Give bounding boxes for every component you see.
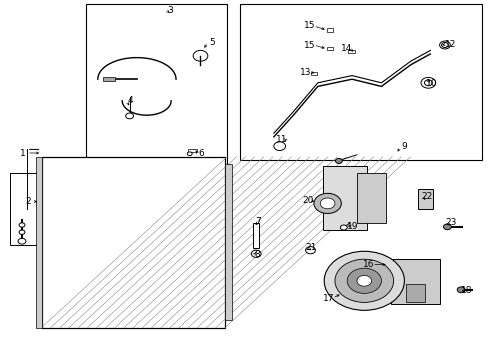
Circle shape bbox=[305, 247, 315, 254]
Bar bbox=[405, 284, 425, 302]
Bar bbox=[41, 157, 224, 328]
Circle shape bbox=[340, 225, 346, 230]
Text: 10: 10 bbox=[425, 79, 436, 88]
Circle shape bbox=[439, 41, 449, 49]
Bar bbox=[239, 4, 481, 160]
Bar bbox=[326, 28, 333, 32]
Bar bbox=[417, 189, 432, 209]
Text: 21: 21 bbox=[305, 243, 317, 252]
Circle shape bbox=[18, 238, 26, 244]
Bar bbox=[36, 157, 41, 328]
Bar bbox=[322, 166, 366, 230]
Circle shape bbox=[335, 158, 342, 163]
Circle shape bbox=[19, 223, 25, 227]
Text: 14: 14 bbox=[340, 44, 351, 53]
Circle shape bbox=[125, 113, 133, 119]
Text: 11: 11 bbox=[275, 135, 287, 144]
Text: 9: 9 bbox=[401, 143, 407, 152]
Bar bbox=[102, 77, 115, 81]
Text: 23: 23 bbox=[444, 217, 456, 227]
Text: 4: 4 bbox=[127, 96, 133, 105]
Bar bbox=[85, 4, 227, 173]
Circle shape bbox=[346, 268, 381, 293]
Bar bbox=[356, 173, 386, 223]
Circle shape bbox=[443, 224, 450, 230]
Text: 6: 6 bbox=[198, 149, 204, 158]
Text: 18: 18 bbox=[460, 287, 472, 295]
Bar bbox=[188, 149, 197, 152]
Text: 17: 17 bbox=[322, 294, 334, 302]
Text: 1: 1 bbox=[20, 149, 26, 158]
Text: 5: 5 bbox=[208, 38, 214, 47]
Bar bbox=[224, 164, 232, 320]
Circle shape bbox=[441, 42, 447, 48]
Bar bbox=[253, 223, 259, 248]
Text: 2: 2 bbox=[25, 197, 31, 206]
Circle shape bbox=[187, 152, 192, 156]
Circle shape bbox=[273, 142, 285, 150]
Circle shape bbox=[456, 287, 464, 293]
Circle shape bbox=[324, 251, 404, 310]
Circle shape bbox=[420, 77, 435, 88]
Text: 22: 22 bbox=[420, 192, 432, 202]
Text: 13: 13 bbox=[299, 68, 311, 77]
Text: 7: 7 bbox=[254, 217, 260, 226]
Bar bbox=[390, 259, 439, 304]
Bar bbox=[326, 47, 333, 50]
Bar bbox=[347, 50, 354, 53]
Circle shape bbox=[193, 50, 207, 61]
Circle shape bbox=[320, 198, 334, 209]
Text: 20: 20 bbox=[302, 197, 313, 205]
Bar bbox=[10, 173, 46, 245]
Text: 15: 15 bbox=[303, 22, 315, 31]
Text: 16: 16 bbox=[362, 260, 373, 269]
Circle shape bbox=[19, 230, 25, 234]
Bar bbox=[310, 72, 316, 75]
Circle shape bbox=[424, 80, 431, 86]
Circle shape bbox=[251, 250, 261, 257]
Circle shape bbox=[356, 275, 371, 286]
Circle shape bbox=[334, 259, 393, 302]
Text: 19: 19 bbox=[346, 222, 358, 231]
Text: 12: 12 bbox=[444, 40, 456, 49]
Text: 3: 3 bbox=[166, 6, 172, 15]
Text: 8: 8 bbox=[254, 251, 260, 259]
Text: 15: 15 bbox=[303, 41, 315, 50]
Circle shape bbox=[313, 193, 341, 213]
